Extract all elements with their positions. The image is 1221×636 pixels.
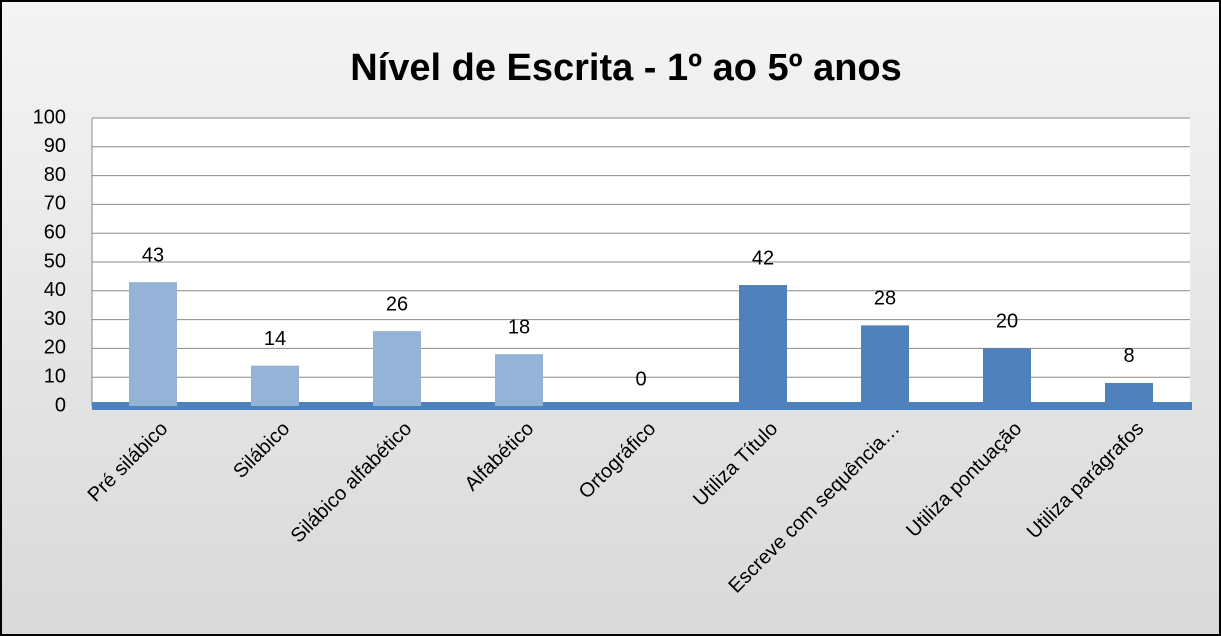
- y-tick-label: 100: [33, 106, 66, 128]
- bar: [495, 354, 543, 406]
- bar: [739, 285, 787, 406]
- y-tick-label: 20: [44, 337, 66, 359]
- value-label: 43: [142, 244, 164, 266]
- y-tick-label: 70: [44, 193, 66, 215]
- y-tick-label: 90: [44, 135, 66, 157]
- bar: [251, 365, 299, 406]
- value-label: 18: [508, 316, 530, 338]
- y-tick-label: 60: [44, 221, 66, 243]
- bar: [129, 282, 177, 406]
- y-tick-label: 50: [44, 250, 66, 272]
- value-label: 20: [996, 311, 1018, 333]
- value-label: 26: [386, 293, 408, 315]
- chart-title: Nível de Escrita - 1º ao 5º anos: [350, 47, 902, 89]
- y-tick-label: 30: [44, 308, 66, 330]
- value-label: 8: [1123, 345, 1134, 367]
- y-tick-label: 0: [55, 394, 66, 416]
- value-label: 14: [264, 328, 286, 350]
- value-label: 28: [874, 288, 896, 310]
- y-tick-label: 10: [44, 365, 66, 387]
- y-tick-label: 80: [44, 164, 66, 186]
- value-label: 0: [635, 368, 646, 390]
- bar: [1105, 382, 1153, 406]
- y-tick-label: 40: [44, 279, 66, 301]
- floor: [92, 402, 1192, 410]
- value-label: 42: [752, 247, 774, 269]
- bar: [373, 331, 421, 406]
- bar: [861, 325, 909, 406]
- bar: [983, 348, 1031, 406]
